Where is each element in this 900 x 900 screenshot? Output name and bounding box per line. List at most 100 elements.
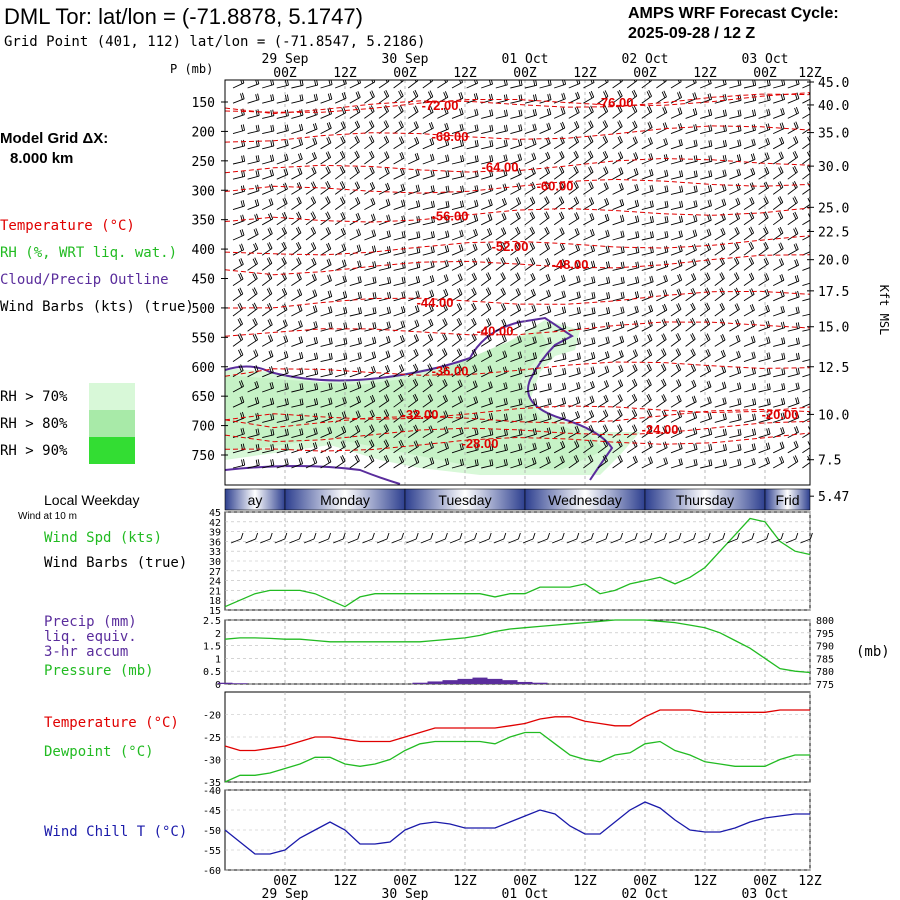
barb-flag xyxy=(430,318,434,326)
barb-flag xyxy=(588,136,592,144)
wind-barb xyxy=(554,322,567,332)
barb-staff xyxy=(758,418,771,423)
barb-flag xyxy=(618,89,623,97)
barb-flag xyxy=(546,257,551,265)
wind-barb xyxy=(451,427,464,439)
wind-barb xyxy=(641,440,653,454)
barb-flag xyxy=(812,260,814,266)
temperature-contour xyxy=(225,405,810,421)
barb-flag xyxy=(372,197,376,205)
barb-flag xyxy=(456,319,461,326)
barb-flag xyxy=(739,124,742,131)
barb-flag xyxy=(447,200,450,207)
barb-flag xyxy=(474,124,477,132)
contour-label: -68.00 xyxy=(432,129,469,144)
barb-flag xyxy=(675,319,680,326)
barb-staff xyxy=(802,157,810,165)
wind-barb xyxy=(261,334,274,347)
barb-flag xyxy=(633,120,638,128)
barb-flag xyxy=(617,121,622,128)
barb-flag xyxy=(575,120,580,128)
wind-barb xyxy=(480,349,493,362)
wind-barb xyxy=(261,287,273,302)
barb-flag xyxy=(532,443,535,450)
barb-flag xyxy=(549,337,552,344)
wind-barb xyxy=(612,80,623,89)
barb-flag xyxy=(562,353,565,360)
barb-flag xyxy=(666,200,669,207)
barb-flag xyxy=(576,291,579,299)
barb-flag xyxy=(532,428,536,435)
wind-barb xyxy=(422,348,433,362)
wind-barb xyxy=(320,382,333,393)
barb-flag xyxy=(384,380,388,387)
barb-flag xyxy=(548,427,552,434)
wind-barb xyxy=(524,152,537,165)
barb-flag xyxy=(754,94,757,101)
barb-flag xyxy=(649,185,652,192)
wind-barb xyxy=(393,276,406,287)
barb-flag xyxy=(680,154,684,161)
barb-flag xyxy=(533,80,536,86)
barb-flag xyxy=(327,427,331,434)
wind-barb xyxy=(247,302,258,317)
wind-barb xyxy=(247,381,260,393)
wind-barb xyxy=(466,302,477,317)
barb-flag xyxy=(663,260,667,268)
wind-barb xyxy=(685,317,696,332)
barb-flag xyxy=(388,214,391,221)
wind-barb xyxy=(597,394,609,408)
barb-flag xyxy=(781,353,784,360)
barb-flag xyxy=(574,426,578,433)
barb-flag xyxy=(446,138,450,145)
wind-barb xyxy=(773,368,786,378)
barb-flag xyxy=(241,229,245,236)
wind-barb xyxy=(641,184,654,195)
wind-barb xyxy=(495,350,508,363)
barb-flag xyxy=(315,93,318,100)
barb-flag xyxy=(648,457,652,464)
barb-flag xyxy=(357,307,360,314)
barb-flag xyxy=(666,185,669,192)
barb-flag xyxy=(578,306,581,314)
barb-staff xyxy=(349,126,360,134)
barb-flag xyxy=(637,246,640,253)
wind-barb xyxy=(378,306,392,317)
wind-barb xyxy=(232,459,246,469)
barb-flag xyxy=(254,214,258,221)
wind-barb xyxy=(422,333,434,347)
barb-flag xyxy=(663,80,666,83)
barb-flag xyxy=(663,138,667,146)
wind-barb xyxy=(554,107,566,119)
barb-flag xyxy=(325,167,330,174)
wind-barb xyxy=(597,80,609,89)
temperature-contour xyxy=(225,432,810,452)
barb-flag xyxy=(546,108,550,116)
barb-flag xyxy=(313,273,317,280)
barb-flag xyxy=(443,289,447,297)
barb-flag xyxy=(461,458,465,465)
wind-barb xyxy=(349,260,362,271)
wind-barb xyxy=(743,124,756,135)
barb-flag xyxy=(243,459,246,466)
wind-barb xyxy=(714,184,727,195)
barb-flag xyxy=(706,365,710,373)
barb-staff xyxy=(407,461,419,469)
surface-wind-barb xyxy=(406,538,417,544)
barb-staff xyxy=(773,432,785,439)
barb-flag xyxy=(617,395,622,402)
barb-flag xyxy=(695,458,698,466)
barb-flag xyxy=(575,411,579,419)
wind-barb xyxy=(422,378,433,393)
barb-flag xyxy=(354,121,359,129)
barb-flag xyxy=(748,212,753,220)
wind-barb xyxy=(656,394,667,408)
barb-flag xyxy=(589,396,593,403)
barb-flag xyxy=(633,335,637,342)
wind-barb xyxy=(714,93,727,104)
barb-flag xyxy=(808,165,810,170)
wind-barb xyxy=(320,455,332,469)
barb-staff xyxy=(481,449,493,454)
wind-barb xyxy=(729,428,742,439)
wind-barb xyxy=(656,185,669,195)
